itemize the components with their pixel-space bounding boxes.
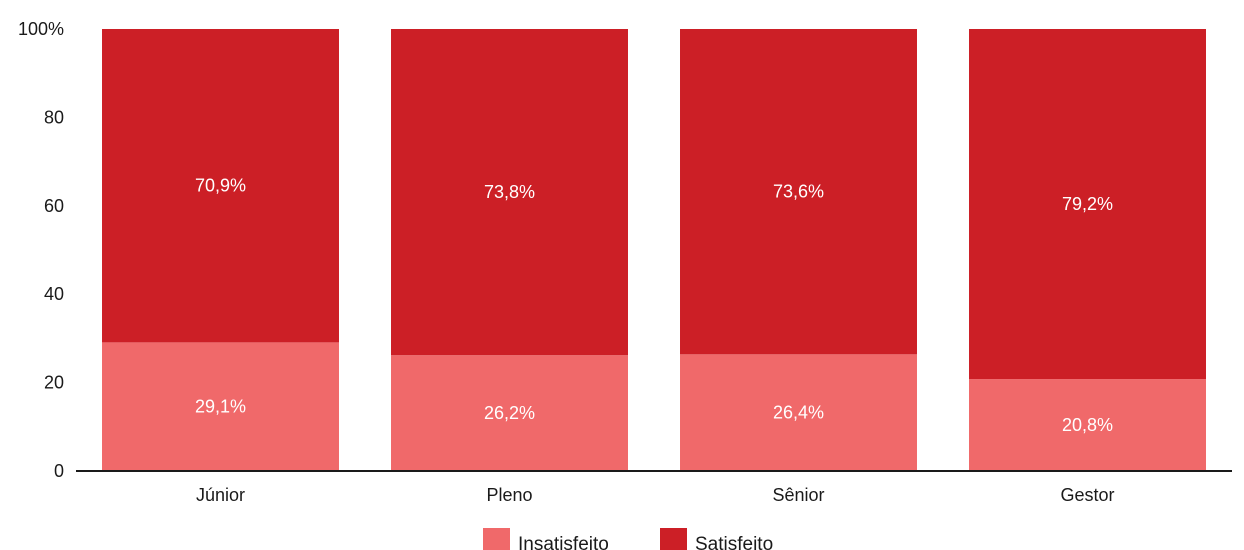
data-label: 70,9% xyxy=(195,176,246,196)
data-label: 20,8% xyxy=(1062,415,1113,435)
bar-segment-insatisfeito xyxy=(969,379,1206,471)
bar-segment-satisfeito xyxy=(969,29,1206,380)
data-label: 29,1% xyxy=(195,397,246,417)
data-label: 26,2% xyxy=(484,403,535,423)
y-tick-label: 80 xyxy=(44,107,64,127)
data-label: 73,8% xyxy=(484,182,535,202)
plot-area: 29,1% 70,9% 26,2% 73,8% 26,4% 73,6% 20,8% 79,2% xyxy=(102,29,1206,471)
bar-segment-satisfeito xyxy=(391,29,628,356)
x-tick-label: Gestor xyxy=(1060,485,1114,505)
bar-segment-satisfeito xyxy=(680,29,917,355)
data-label: 79,2% xyxy=(1062,194,1113,214)
legend: Insatisfeito Satisfeito xyxy=(483,528,773,550)
legend-swatch xyxy=(483,528,510,550)
y-tick-label: 40 xyxy=(44,284,64,304)
bar-segment-insatisfeito xyxy=(102,342,339,471)
x-tick-label: Sênior xyxy=(772,485,824,505)
data-label: 26,4% xyxy=(773,403,824,423)
x-tick-label: Júnior xyxy=(196,485,245,505)
x-axis: Júnior Pleno Sênior Gestor xyxy=(196,485,1115,505)
data-label: 73,6% xyxy=(773,182,824,202)
x-tick-label: Pleno xyxy=(486,485,532,505)
bar-segment-insatisfeito xyxy=(680,354,917,471)
y-tick-label: 100% xyxy=(18,19,64,39)
y-tick-label: 60 xyxy=(44,196,64,216)
legend-swatch xyxy=(660,528,687,550)
bar-segment-insatisfeito xyxy=(391,355,628,471)
y-tick-label: 20 xyxy=(44,373,64,393)
legend-label: Insatisfeito xyxy=(518,534,609,550)
legend-label: Satisfeito xyxy=(695,534,773,550)
bar-segment-satisfeito xyxy=(102,29,339,343)
y-tick-label: 0 xyxy=(54,461,64,481)
y-axis: 0 20 40 60 80 100% xyxy=(18,19,64,481)
